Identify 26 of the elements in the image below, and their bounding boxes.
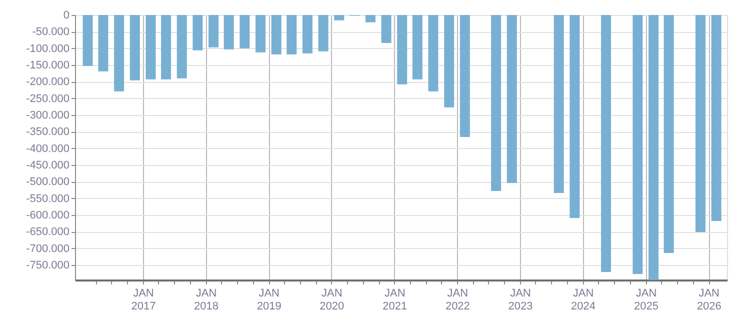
y-tick-label: -700.000 [26,242,70,255]
x-tick-label: JAN 2018 [194,288,219,312]
x-tick-label: JAN 2017 [131,288,156,312]
x-tick-label: JAN 2025 [634,288,659,312]
y-tick-label: -100.000 [26,42,70,55]
x-tick-label: JAN 2020 [320,288,344,312]
x-tick-label: JAN 2021 [382,288,408,312]
x-tick-label: JAN 2022 [445,288,470,312]
y-tick-label: -550.000 [26,192,70,205]
x-tick-label: JAN 2023 [508,288,533,312]
x-tick-label: JAN 2019 [256,288,282,312]
y-tick-label: -50.000 [32,26,70,38]
y-tick-label: -500.000 [26,176,70,188]
y-tick-label: -600.000 [26,210,70,222]
x-tick-label: JAN 2026 [696,288,722,312]
y-tick-label: -650.000 [26,226,70,238]
y-tick-label: -350.000 [26,126,70,138]
x-tick-label: JAN 2024 [571,288,596,312]
y-tick-label: -750.000 [26,260,70,272]
y-tick-label: -400.000 [26,142,70,155]
y-tick-label: -250.000 [26,92,70,105]
y-tick-label: -150.000 [26,60,70,72]
y-tick-label: 0 [63,10,70,22]
y-tick-label: -200.000 [26,76,70,88]
y-tick-label: -300.000 [26,110,70,122]
y-tick-label: -450.000 [26,160,70,172]
